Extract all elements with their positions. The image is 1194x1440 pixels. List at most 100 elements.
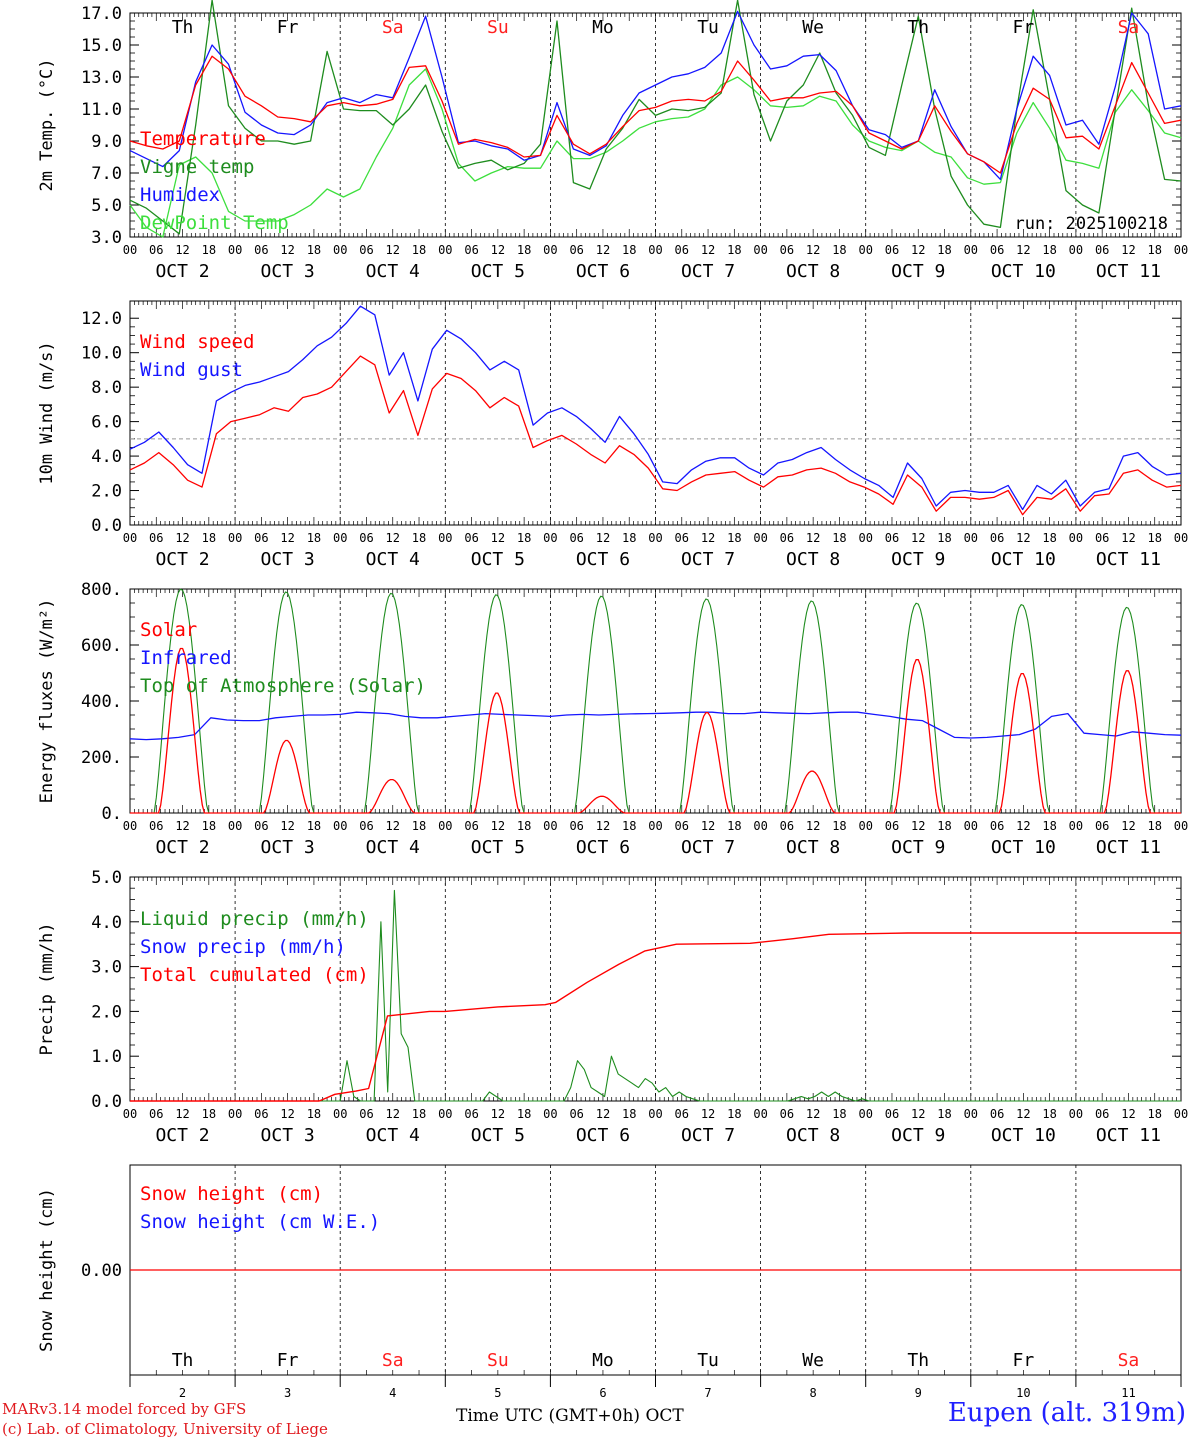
- hour-label: 00: [648, 243, 662, 257]
- hour-label: 18: [1042, 819, 1056, 833]
- hour-label: 00: [964, 819, 978, 833]
- hour-label: 18: [832, 1107, 846, 1121]
- weekday-label: Sa: [1118, 17, 1140, 38]
- hour-label: 18: [727, 1107, 741, 1121]
- weekday-label: Mo: [592, 1350, 614, 1371]
- x-axis-title: Time UTC (GMT+0h) OCT: [456, 1406, 684, 1426]
- hour-label: 12: [280, 819, 294, 833]
- legend-entry: Infrared: [140, 647, 232, 669]
- hour-label: 00: [753, 819, 767, 833]
- hour-label: 06: [990, 243, 1004, 257]
- hour-label: 12: [1121, 1107, 1135, 1121]
- hour-label: 00: [333, 531, 347, 545]
- hour-label: 12: [491, 1107, 505, 1121]
- y-tick-label: 4.0: [91, 447, 122, 467]
- hour-label: 12: [175, 243, 189, 257]
- hour-label: 06: [569, 243, 583, 257]
- y-tick-label: 2.0: [91, 1002, 122, 1022]
- legend-entry: Snow height (cm W.E.): [140, 1211, 380, 1233]
- day-label: OCT 6: [576, 549, 630, 570]
- hour-label: 06: [569, 819, 583, 833]
- weekday-label: Th: [907, 1350, 929, 1371]
- legend-entry: Wind speed: [140, 331, 254, 353]
- hour-label: 06: [885, 531, 899, 545]
- hour-label: 18: [202, 243, 216, 257]
- hour-label: 12: [175, 819, 189, 833]
- panel-3-frame: [129, 588, 1182, 814]
- legend-entry: Snow precip (mm/h): [140, 936, 346, 958]
- hour-label: 00: [123, 243, 137, 257]
- weekday-label: Su: [487, 1350, 509, 1371]
- hour-label: 06: [780, 1107, 794, 1121]
- legend-entry: Wind gust: [140, 359, 243, 381]
- hour-label: 00: [228, 243, 242, 257]
- y-axis-label: Precip (mm/h): [37, 922, 57, 1055]
- day-label: OCT 7: [681, 261, 735, 282]
- panel-1-frame: [129, 12, 1182, 238]
- y-tick-label: 0.: [102, 804, 122, 824]
- hour-label: 12: [491, 819, 505, 833]
- y-tick-label: 2.0: [91, 482, 122, 502]
- day-label: OCT 2: [155, 837, 209, 858]
- day-label: OCT 9: [891, 837, 945, 858]
- hour-label: 06: [1095, 819, 1109, 833]
- hour-label: 12: [596, 243, 610, 257]
- hour-label: 12: [701, 531, 715, 545]
- weekday-label: Sa: [382, 1350, 404, 1371]
- weekday-label: Fr: [277, 17, 299, 38]
- y-tick-label: 0.0: [91, 516, 122, 536]
- y-tick-label: 1.0: [91, 1047, 122, 1067]
- day-label: OCT 5: [471, 1125, 525, 1146]
- hour-label: 18: [832, 819, 846, 833]
- hour-label: 18: [307, 819, 321, 833]
- day-label: OCT 7: [681, 1125, 735, 1146]
- hour-label: 18: [937, 243, 951, 257]
- weekday-label: Mo: [592, 17, 614, 38]
- y-tick-label: 7.0: [91, 164, 122, 184]
- y-tick-label: 15.0: [81, 36, 122, 56]
- hour-label: 12: [596, 531, 610, 545]
- hour-label: 00: [438, 819, 452, 833]
- day-label: OCT 10: [991, 261, 1056, 282]
- hour-label: 18: [622, 243, 636, 257]
- day-number: 4: [389, 1386, 396, 1400]
- hour-label: 12: [386, 531, 400, 545]
- hour-label: 06: [885, 243, 899, 257]
- hour-label: 18: [412, 243, 426, 257]
- hour-label: 18: [1147, 243, 1161, 257]
- hour-label: 06: [254, 531, 268, 545]
- hour-label: 06: [885, 1107, 899, 1121]
- legend-entry: Snow height (cm): [140, 1183, 323, 1205]
- hour-label: 00: [648, 819, 662, 833]
- hour-label: 12: [701, 819, 715, 833]
- day-label: OCT 2: [155, 549, 209, 570]
- hour-label: 00: [858, 531, 872, 545]
- weekday-label: Th: [172, 17, 194, 38]
- day-label: OCT 8: [786, 837, 840, 858]
- day-label: OCT 3: [261, 837, 315, 858]
- y-tick-label: 600.: [81, 636, 122, 656]
- series-line-temperature: [129, 55, 1182, 174]
- hour-label: 00: [964, 243, 978, 257]
- panel-2-frame: [129, 300, 1182, 526]
- hour-label: 12: [1016, 1107, 1030, 1121]
- hour-label: 06: [254, 1107, 268, 1121]
- weekday-label: Fr: [1013, 17, 1035, 38]
- hour-label: 12: [911, 531, 925, 545]
- hour-label: 18: [937, 819, 951, 833]
- hour-label: 00: [753, 531, 767, 545]
- day-label: OCT 4: [366, 837, 420, 858]
- hour-label: 12: [911, 1107, 925, 1121]
- day-number: 3: [284, 1386, 291, 1400]
- y-tick-label: 9.0: [91, 132, 122, 152]
- day-label: OCT 8: [786, 549, 840, 570]
- y-tick-label: 17.0: [81, 4, 122, 24]
- hour-label: 06: [990, 531, 1004, 545]
- hour-label: 12: [280, 1107, 294, 1121]
- legend-entry: Solar: [140, 619, 197, 641]
- hour-label: 18: [412, 1107, 426, 1121]
- hour-label: 00: [1174, 819, 1188, 833]
- hour-label: 06: [464, 1107, 478, 1121]
- hour-label: 06: [254, 243, 268, 257]
